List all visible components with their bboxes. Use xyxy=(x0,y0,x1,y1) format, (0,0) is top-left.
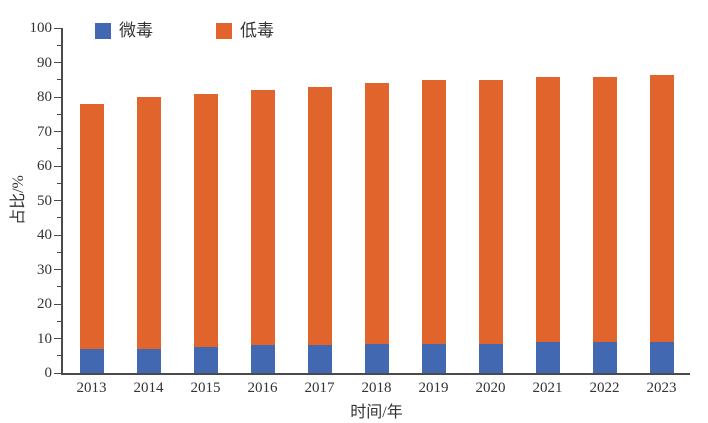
legend-swatch-weidu xyxy=(95,22,111,39)
y-major-tick xyxy=(54,27,61,29)
x-tick-label: 2020 xyxy=(475,380,506,396)
legend-label-didu: 低毒 xyxy=(240,21,274,40)
x-tick-label: 2016 xyxy=(247,380,278,396)
x-tick-label: 2022 xyxy=(589,380,620,396)
bar-segment-2023 xyxy=(649,341,674,373)
y-tick-label: 70 xyxy=(37,123,52,140)
x-tick-label: 2017 xyxy=(304,380,335,396)
y-tick-label: 50 xyxy=(37,192,52,209)
x-axis-title: 时间/年 xyxy=(350,404,403,421)
x-tick-label: 2019 xyxy=(418,380,449,396)
y-minor-tick xyxy=(57,251,61,253)
y-major-tick xyxy=(54,269,61,270)
x-tick-label: 2018 xyxy=(361,380,392,396)
y-minor-tick xyxy=(57,182,61,184)
x-tick-label: 2021 xyxy=(532,380,563,396)
y-axis-line xyxy=(61,28,63,375)
bar-segment-2020 xyxy=(478,343,503,373)
bar-segment-2022 xyxy=(592,341,617,373)
y-minor-tick xyxy=(57,44,61,46)
y-minor-tick xyxy=(57,320,61,322)
x-tick-label: 2015 xyxy=(190,380,221,396)
bar-segment-2018 xyxy=(364,83,389,344)
y-minor-tick xyxy=(57,217,61,219)
y-major-tick xyxy=(54,96,61,98)
y-major-tick xyxy=(54,165,61,167)
y-minor-tick xyxy=(57,355,61,357)
bar-segment-2013 xyxy=(79,348,104,373)
y-tick-label: 30 xyxy=(37,261,52,278)
bar-segment-2016 xyxy=(250,345,275,373)
y-major-tick xyxy=(54,62,61,63)
legend: 微毒 低毒 xyxy=(95,22,274,39)
bar-segment-2016 xyxy=(250,90,275,346)
y-major-tick xyxy=(54,200,61,201)
bar-segment-2022 xyxy=(592,77,617,342)
bar-segment-2015 xyxy=(193,347,218,373)
y-tick-label: 0 xyxy=(44,365,53,381)
y-minor-tick xyxy=(57,113,61,115)
bar-segment-2015 xyxy=(193,93,218,348)
y-tick-label: 90 xyxy=(37,54,52,71)
x-tick-label: 2013 xyxy=(76,380,107,396)
y-tick-label: 40 xyxy=(37,227,52,243)
x-axis-line xyxy=(61,373,690,375)
y-minor-tick xyxy=(57,79,61,81)
y-major-tick xyxy=(54,131,61,132)
bar-segment-2021 xyxy=(535,341,560,373)
y-minor-tick xyxy=(57,286,61,288)
legend-swatch-didu xyxy=(216,22,232,39)
y-major-tick xyxy=(54,234,61,236)
y-tick-label: 20 xyxy=(37,296,52,312)
y-major-tick xyxy=(54,303,61,305)
bar-segment-2023 xyxy=(649,75,674,342)
bar-segment-2014 xyxy=(136,348,161,373)
legend-item-weidu: 微毒 xyxy=(95,22,153,39)
legend-item-didu: 低毒 xyxy=(216,22,274,39)
bar-segment-2014 xyxy=(136,97,161,349)
bar-segment-2018 xyxy=(364,343,389,373)
y-tick-label: 100 xyxy=(29,20,53,36)
x-tick-label: 2014 xyxy=(133,380,164,396)
bar-segment-2017 xyxy=(307,345,332,373)
bar-segment-2019 xyxy=(421,343,446,373)
legend-label-weidu: 微毒 xyxy=(119,21,153,40)
bar-segment-2019 xyxy=(421,80,446,344)
y-major-tick xyxy=(54,338,61,339)
x-tick-label: 2023 xyxy=(646,380,677,396)
y-minor-tick xyxy=(57,148,61,150)
y-major-tick xyxy=(54,372,61,374)
y-tick-label: 80 xyxy=(37,89,52,105)
y-tick-label: 10 xyxy=(37,330,52,347)
bar-segment-2020 xyxy=(478,80,503,344)
bar-segment-2017 xyxy=(307,86,332,346)
bar-segment-2021 xyxy=(535,77,560,342)
y-tick-label: 60 xyxy=(37,158,52,174)
bar-segment-2013 xyxy=(79,103,104,349)
